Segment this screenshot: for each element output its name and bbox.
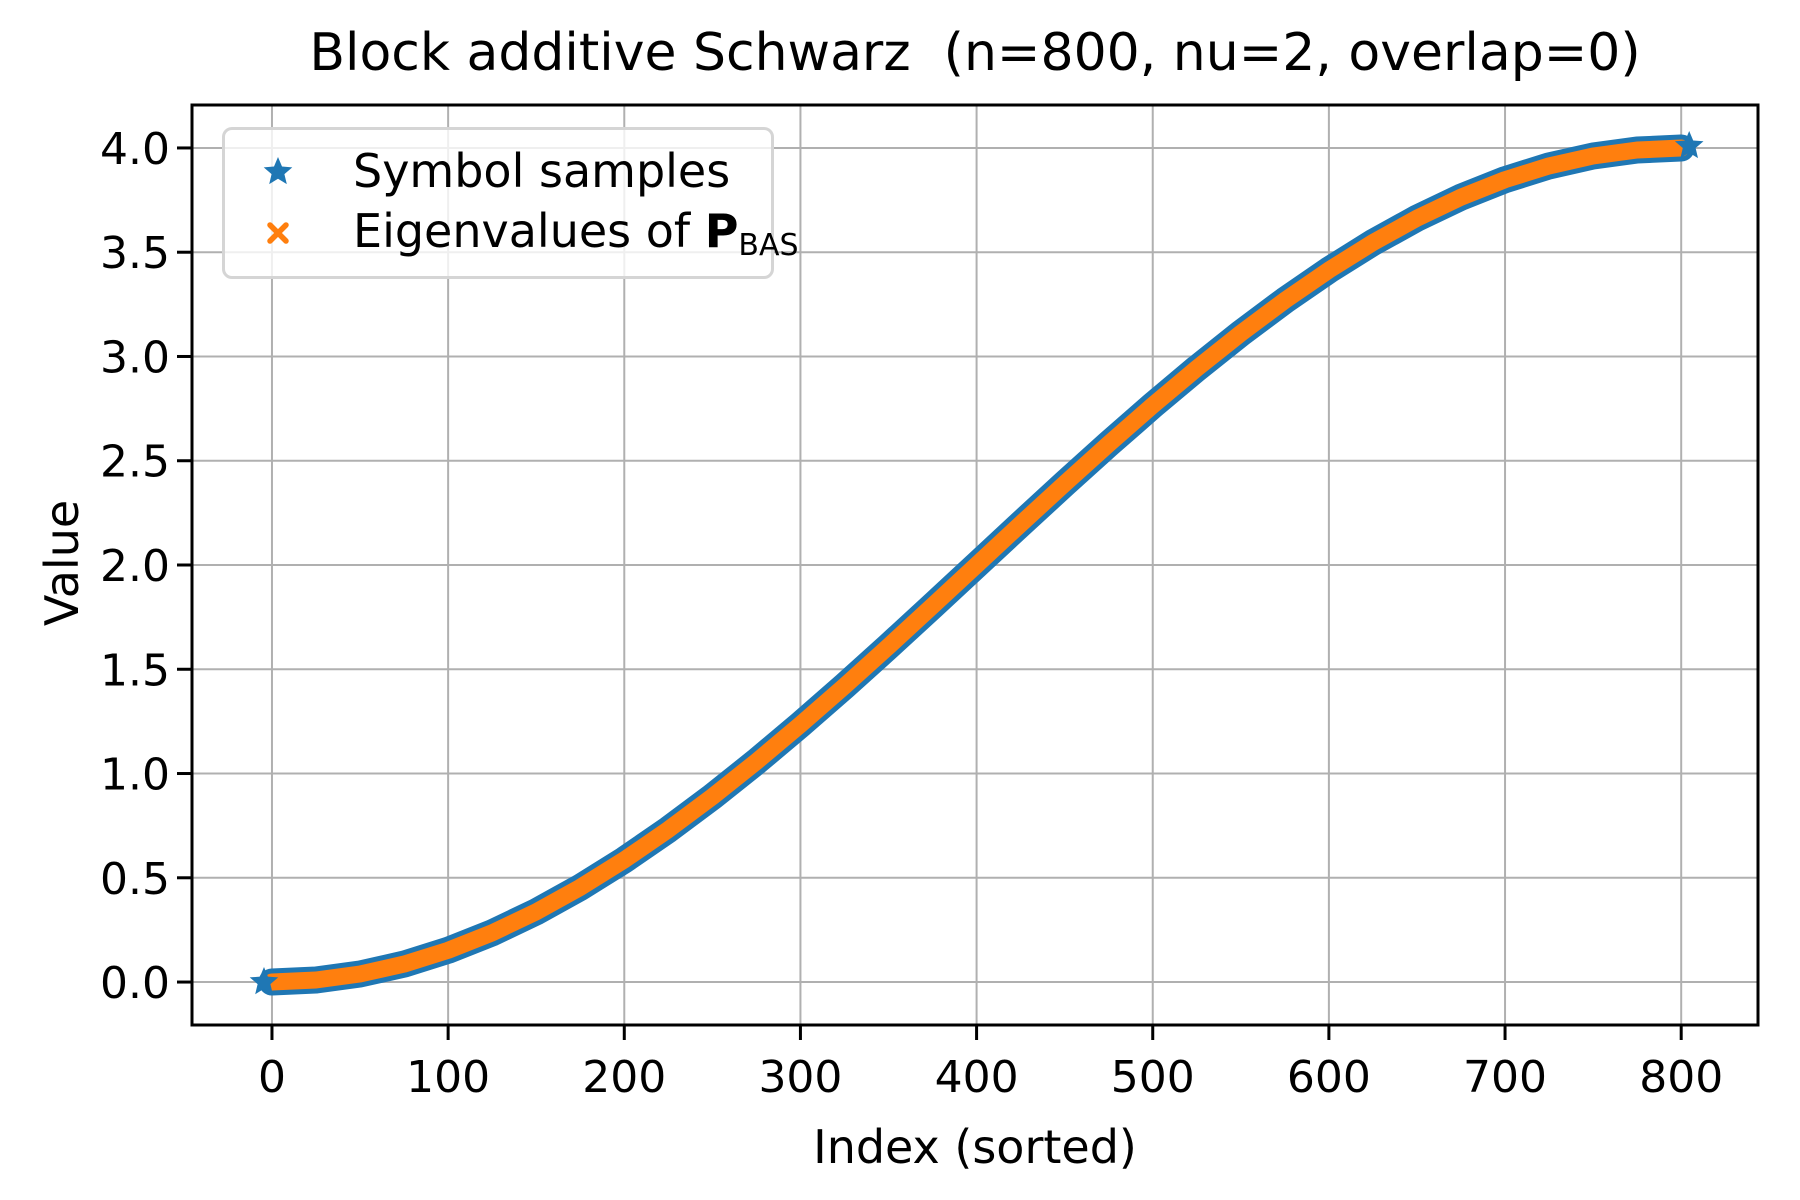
star-marker-icon (245, 151, 311, 191)
x-tick-label: 500 (1111, 1052, 1195, 1103)
x-tick-label: 300 (758, 1052, 842, 1103)
y-tick-label: 1.0 (100, 750, 170, 801)
x-tick-label: 700 (1463, 1052, 1547, 1103)
legend-item: Eigenvalues of PBAS (245, 202, 799, 264)
legend-item-label: Eigenvalues of PBAS (353, 203, 799, 263)
y-tick-label: 3.5 (100, 228, 170, 279)
chart-title: Block additive Schwarz (n=800, nu=2, ove… (309, 23, 1641, 83)
x-tick-label: 400 (935, 1052, 1019, 1103)
x-tick-label: 200 (582, 1052, 666, 1103)
x-axis-label: Index (sorted) (813, 1120, 1137, 1174)
x-tick-label: 100 (406, 1052, 490, 1103)
x-tick-label: 600 (1287, 1052, 1371, 1103)
y-tick-label: 1.5 (100, 645, 170, 696)
end-marker-star-left (249, 967, 279, 995)
end-marker-star-right (1674, 131, 1704, 159)
y-tick-label: 0.0 (100, 958, 170, 1009)
y-tick-label: 0.5 (100, 854, 170, 905)
y-axis-label: Value (35, 499, 89, 627)
x-marker-icon (245, 213, 311, 253)
legend-item-label: Symbol samples (353, 144, 731, 198)
legend-item: Symbol samples (245, 140, 771, 202)
x-tick-label: 0 (258, 1052, 286, 1103)
x-tick-label: 800 (1639, 1052, 1723, 1103)
y-tick-label: 2.5 (100, 437, 170, 488)
y-tick-label: 3.0 (100, 332, 170, 383)
legend: Symbol samples Eigenvalues of PBAS (222, 127, 799, 279)
y-tick-label: 2.0 (100, 541, 170, 592)
series-eigenvalues-pbas (263, 139, 1690, 991)
y-tick-label: 4.0 (100, 124, 170, 175)
